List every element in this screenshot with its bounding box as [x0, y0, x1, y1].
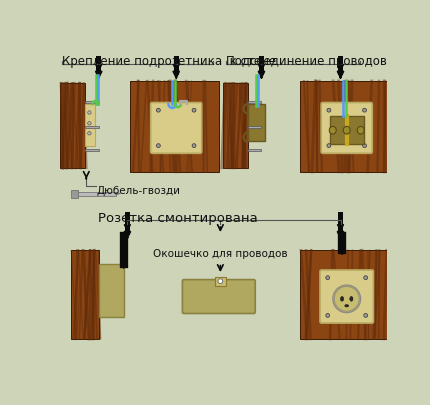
Bar — [85, 101, 99, 103]
Ellipse shape — [357, 126, 364, 134]
Text: Окошечко для проводов: Окошечко для проводов — [153, 249, 288, 259]
Circle shape — [218, 279, 223, 284]
FancyBboxPatch shape — [321, 102, 372, 153]
Circle shape — [88, 111, 91, 114]
Bar — [130, 81, 219, 172]
Bar — [248, 149, 261, 151]
Bar — [99, 264, 123, 317]
Bar — [85, 104, 95, 146]
Text: Подсоединение проводов: Подсоединение проводов — [226, 55, 387, 68]
Bar — [71, 190, 78, 198]
Text: Розетка смонтирована: Розетка смонтирована — [98, 212, 258, 225]
Bar — [125, 212, 130, 235]
Circle shape — [157, 144, 160, 147]
Circle shape — [326, 313, 330, 318]
FancyBboxPatch shape — [150, 102, 202, 153]
Bar — [338, 56, 343, 75]
Circle shape — [333, 285, 361, 313]
Bar — [85, 126, 99, 128]
Ellipse shape — [341, 296, 344, 301]
Circle shape — [88, 122, 91, 125]
Ellipse shape — [329, 126, 336, 134]
Ellipse shape — [350, 296, 353, 301]
Bar — [338, 212, 343, 235]
Bar — [60, 83, 85, 168]
Ellipse shape — [345, 305, 349, 307]
Bar — [96, 56, 101, 75]
Circle shape — [327, 108, 331, 112]
Bar — [300, 81, 389, 172]
Circle shape — [192, 108, 196, 112]
Circle shape — [192, 144, 196, 147]
Bar — [300, 250, 389, 339]
Circle shape — [334, 286, 359, 311]
FancyBboxPatch shape — [320, 270, 373, 323]
Polygon shape — [116, 192, 120, 195]
Bar — [75, 192, 116, 196]
Ellipse shape — [343, 126, 350, 134]
Bar — [330, 116, 364, 144]
Bar — [174, 56, 178, 75]
Text: Крепление подрозетника  к стене: Крепление подрозетника к стене — [61, 55, 276, 68]
Bar — [248, 104, 264, 141]
Bar — [215, 277, 226, 286]
Circle shape — [326, 276, 330, 279]
Text: Дюбель-гвозди: Дюбель-гвозди — [96, 185, 180, 196]
Circle shape — [157, 108, 160, 112]
Circle shape — [327, 144, 331, 147]
Bar — [85, 149, 99, 151]
Circle shape — [362, 108, 366, 112]
Circle shape — [364, 276, 368, 279]
Bar — [223, 83, 248, 168]
Bar — [259, 56, 264, 75]
Bar — [248, 126, 261, 128]
Circle shape — [364, 313, 368, 318]
Circle shape — [88, 132, 91, 135]
Bar — [71, 250, 99, 339]
Bar — [248, 101, 261, 103]
Circle shape — [362, 144, 366, 147]
FancyBboxPatch shape — [182, 279, 255, 313]
